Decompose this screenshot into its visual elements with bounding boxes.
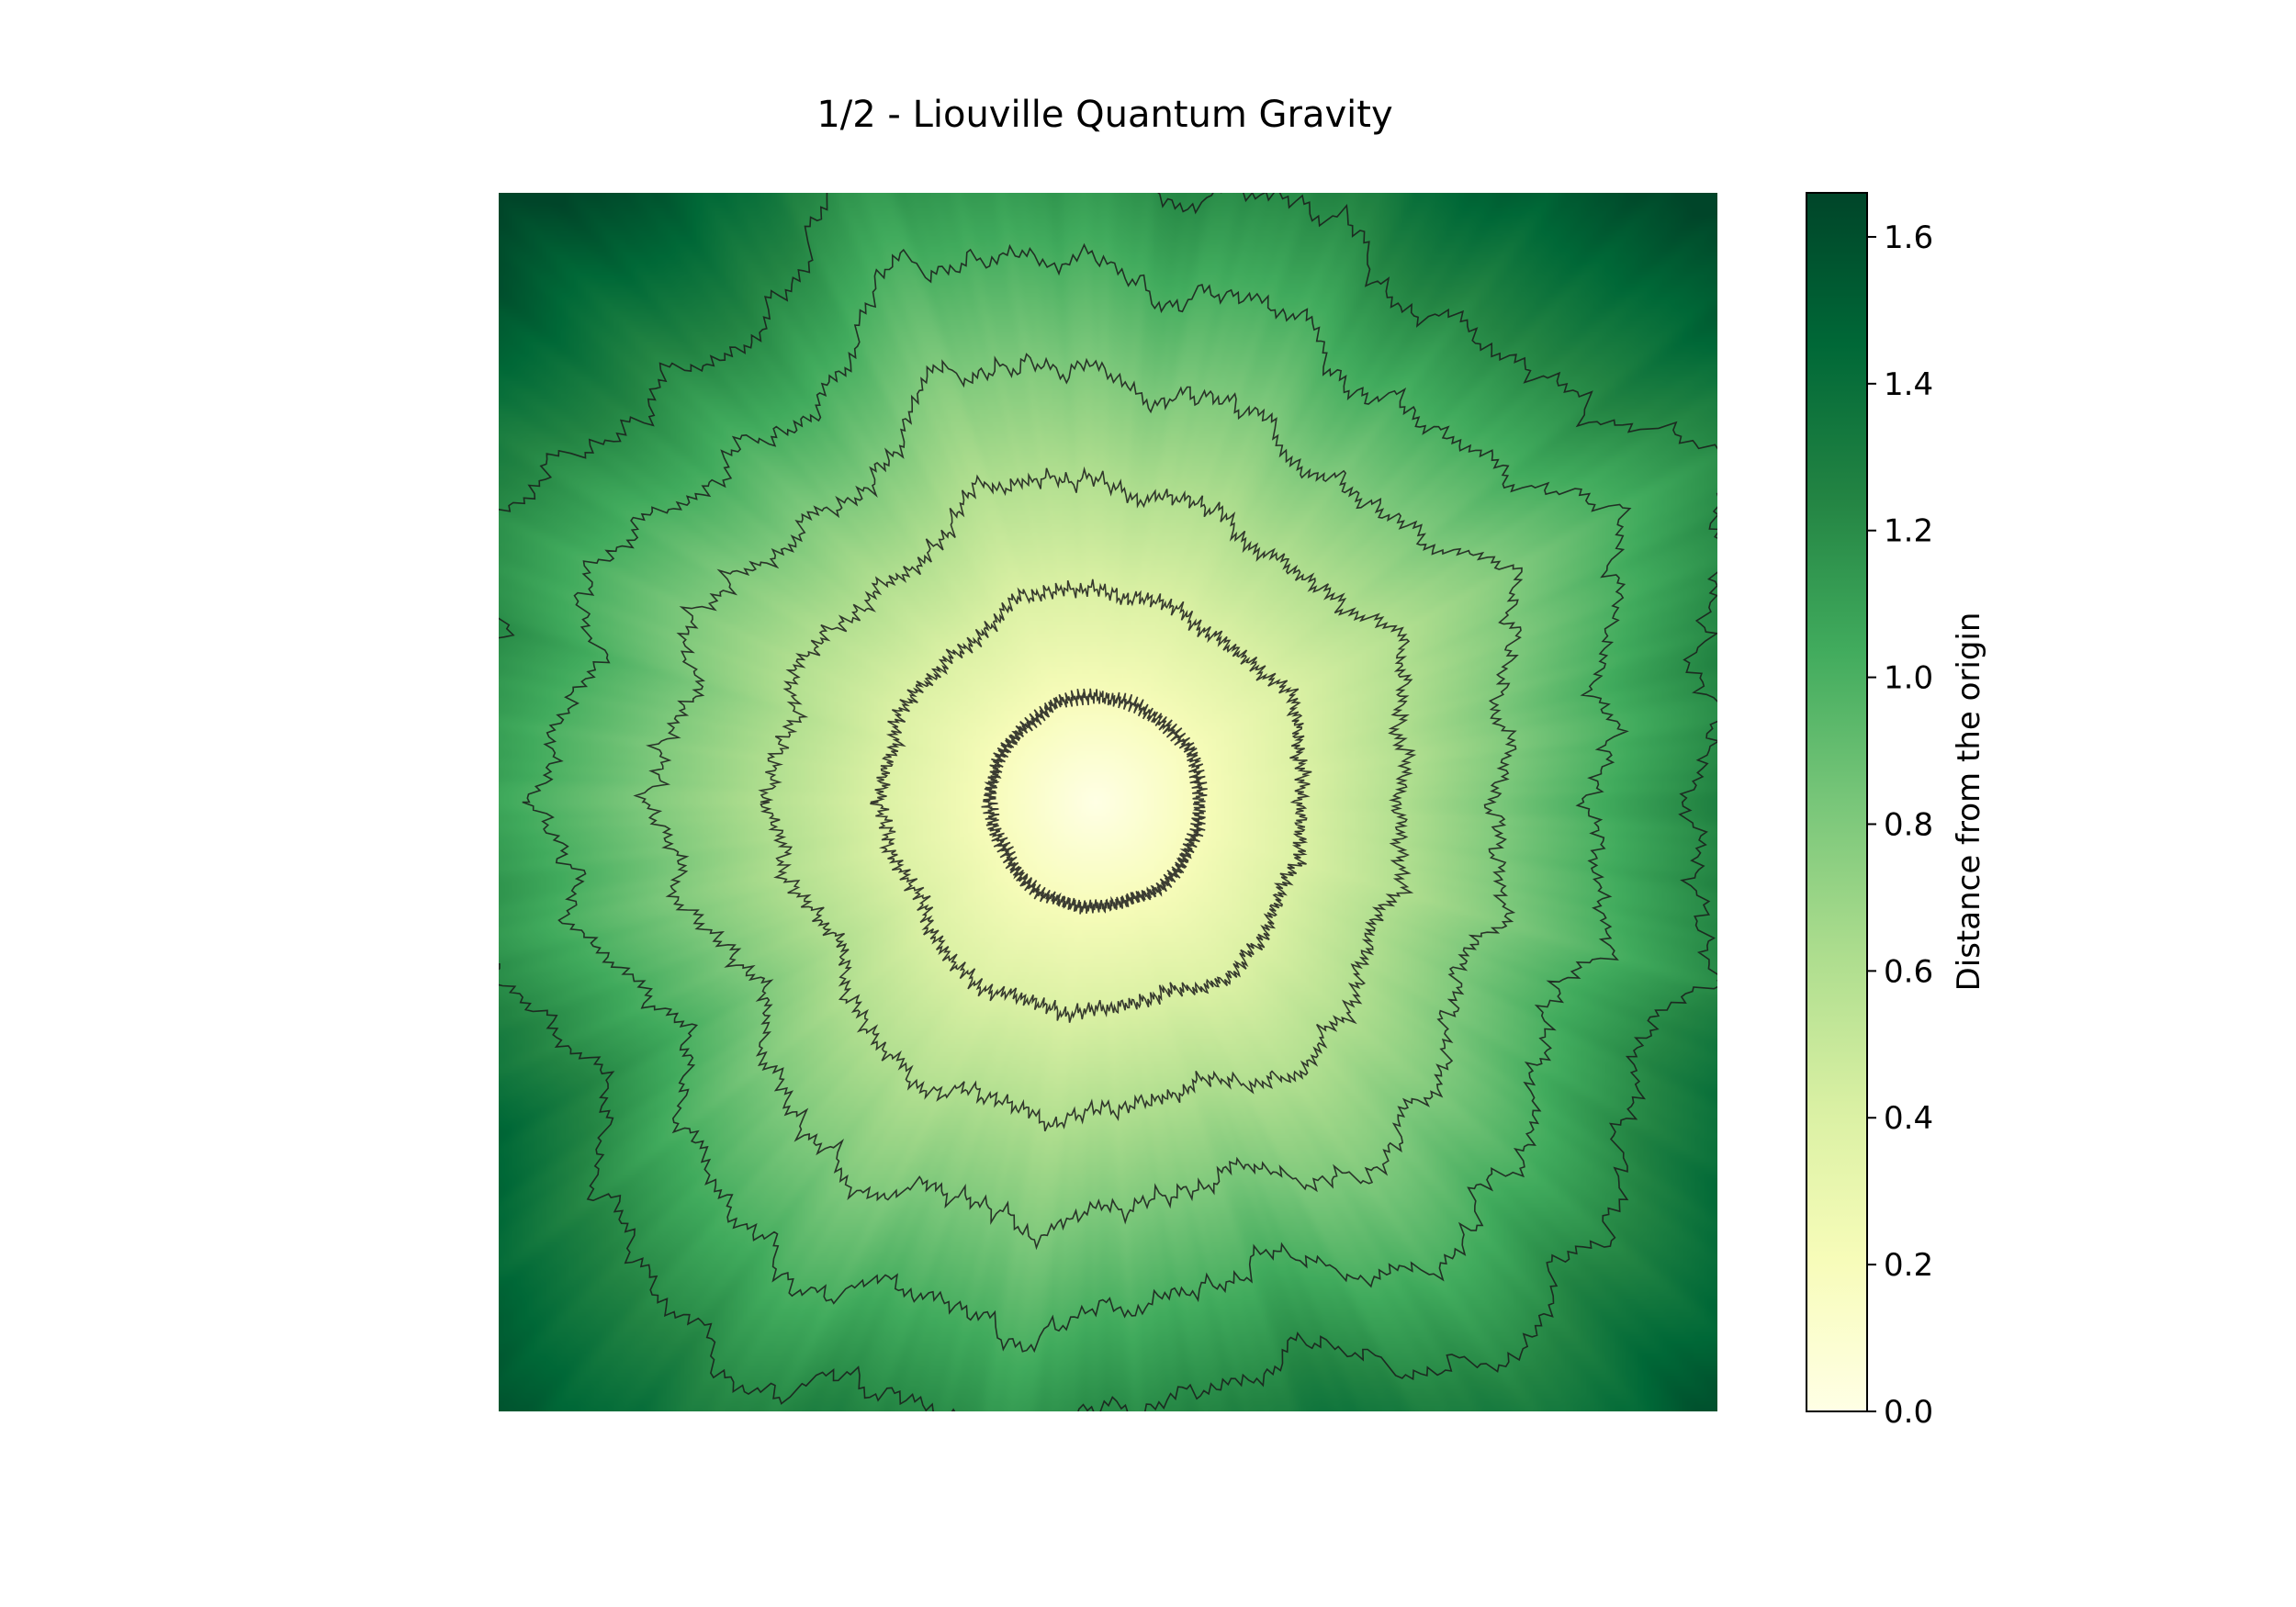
- colorbar: 0.0 0.2 0.4 0.6 0.8 1.0 1.2 1.4 1.6 Distance fro…: [1806, 192, 1987, 1431]
- contour-line: [758, 466, 1417, 1132]
- colorbar-frame: [1806, 192, 1868, 1412]
- colorbar-tick-label: 1.2: [1884, 513, 1933, 550]
- contour-lines: [499, 193, 1717, 1411]
- distance-heatmap: [499, 193, 1717, 1411]
- colorbar-tick-label: 0.0: [1884, 1394, 1933, 1431]
- colorbar-tick-label: 1.0: [1884, 660, 1933, 697]
- heatmap-plot: [499, 193, 1717, 1411]
- colorbar-tick-label: 0.4: [1884, 1100, 1933, 1137]
- colorbar-tick-label: 0.6: [1884, 953, 1933, 990]
- contour-line: [522, 242, 1632, 1354]
- contour-line: [499, 193, 1717, 1411]
- chart-title: 1/2 - Liouville Quantum Gravity: [816, 94, 1392, 136]
- contour-line: [633, 353, 1524, 1251]
- colorbar-tick-label: 0.8: [1884, 806, 1933, 843]
- colorbar-label: Distance from the origin: [1951, 612, 1987, 992]
- colorbar-tick-label: 1.6: [1884, 219, 1933, 256]
- colorbar-gradient: [1806, 193, 1867, 1411]
- colorbar-ticks: 0.0 0.2 0.4 0.6 0.8 1.0 1.2 1.4 1.6: [1867, 219, 1933, 1431]
- colorbar-tick-label: 1.4: [1884, 366, 1933, 403]
- colorbar-tick-label: 0.2: [1884, 1247, 1933, 1284]
- contour-line: [870, 579, 1312, 1023]
- contour-line: [981, 688, 1208, 915]
